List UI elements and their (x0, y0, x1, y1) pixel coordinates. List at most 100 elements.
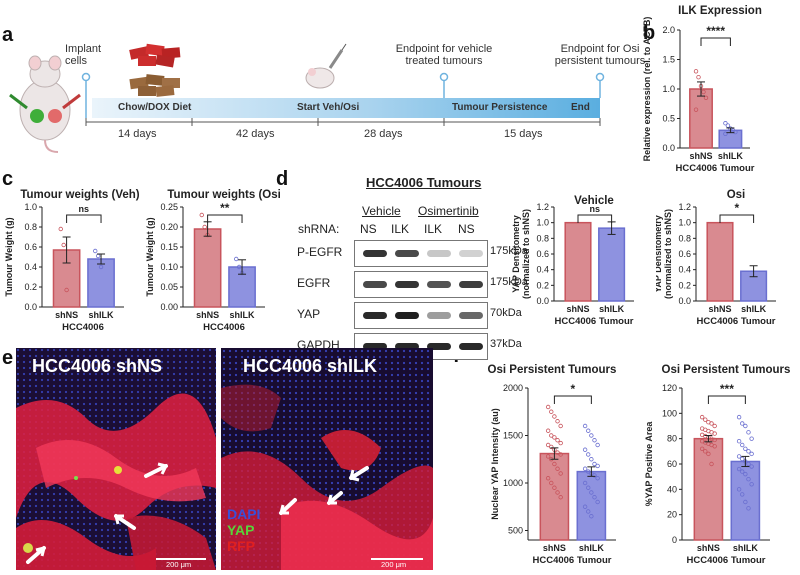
data-point (552, 485, 557, 490)
data-point (712, 444, 717, 449)
y-axis-label: Nuclear YAP Intensity (au) (490, 408, 500, 519)
scalebar-text-shilk: 200 μm (381, 560, 407, 569)
data-point (558, 495, 563, 500)
data-point (555, 438, 560, 443)
data-point (743, 471, 748, 477)
blot-kda-label: 37kDa (490, 338, 522, 350)
y-tick-label: 20 (667, 510, 677, 520)
x-axis-label: HCC4006 Tumour (686, 555, 765, 566)
chart-yap-vehicle: Vehicle 0.0 0.2 0.4 0.6 0.8 1.0 1.2 YAP Densitom… (512, 195, 634, 327)
data-point (592, 473, 597, 478)
data-point (709, 461, 714, 467)
data-point (545, 476, 551, 481)
significance-bracket (66, 214, 102, 223)
x-tick-label: shNS (196, 310, 219, 320)
chart-tumour-weights-veh: Tumour weights (Veh) 0.0 0.2 0.4 0.6 0.8 1.0 Tu… (4, 189, 140, 333)
data-point (701, 89, 706, 95)
implant-cells-label: Implant cells (65, 43, 102, 67)
data-point (555, 466, 560, 471)
panel-label-e: e (2, 347, 14, 369)
data-point (595, 463, 600, 469)
data-point (549, 433, 554, 438)
blot-band (395, 312, 419, 319)
chart-title: Tumour weights (Osi) (167, 189, 280, 201)
data-point (199, 212, 204, 218)
data-point (558, 423, 563, 429)
data-point (723, 121, 728, 126)
data-point (98, 264, 104, 270)
data-point (740, 456, 745, 462)
blot-band (427, 312, 451, 319)
group-osimertinib-label: Osimertinib (418, 204, 479, 218)
microscopy-shilk (221, 348, 433, 570)
bar-shILK (87, 258, 115, 308)
data-point (595, 476, 600, 481)
data-point (589, 514, 594, 519)
blot-kda-label: 175kDa (490, 276, 528, 288)
y-tick-label: 1.0 (24, 202, 37, 212)
y-tick-label: 40 (667, 484, 677, 494)
panel-label-b: b (643, 22, 656, 44)
data-point (582, 504, 588, 509)
data-point (696, 74, 701, 80)
data-point (555, 419, 560, 424)
blot-band (459, 312, 483, 319)
chart-yap-osi: Osi 0.0 0.2 0.4 0.6 0.8 1.0 1.2 YAP Densitometry… (656, 189, 776, 327)
blot-row-label: EGFR (297, 276, 331, 290)
y-tick-label: 0.0 (24, 302, 37, 312)
data-point (61, 242, 66, 248)
y-tick-label: 0.20 (160, 222, 178, 232)
group-vehicle-label: Vehicle (362, 204, 401, 218)
data-point (736, 487, 742, 492)
blot-band (395, 250, 419, 257)
bar-shNS (193, 228, 222, 308)
y-tick-label: 0.5 (662, 114, 675, 124)
bar-shNS (706, 221, 734, 302)
significance-bracket (707, 395, 746, 404)
bar-shILK (576, 470, 607, 541)
y-tick-label: 0.2 (678, 280, 691, 290)
data-point (586, 509, 591, 514)
data-point (558, 440, 563, 446)
data-point (699, 414, 705, 420)
significance-label: * (571, 382, 576, 396)
y-tick-label: 0.0 (662, 143, 675, 153)
data-point (740, 492, 745, 497)
data-point (693, 69, 699, 74)
data-point (743, 446, 748, 451)
diet-label: Chow/DOX Diet (118, 102, 192, 113)
x-axis-label: HCC4006 Tumour (675, 163, 754, 174)
blot-band (427, 343, 451, 350)
significance-bracket (719, 214, 755, 223)
blot-kda-label: 70kDa (490, 307, 522, 319)
data-point (595, 499, 600, 505)
data-point (592, 495, 597, 500)
y-axis-label: %YAP Positive Area (644, 421, 654, 507)
blot-strip (354, 240, 488, 267)
chart-title: Vehicle (574, 195, 614, 207)
significance-bracket (553, 395, 592, 404)
data-point (558, 452, 563, 457)
channel-legend: DAPI YAP RFP (227, 506, 260, 554)
blot-band (395, 343, 419, 350)
y-tick-label: 1.5 (662, 55, 675, 65)
lane-label-3: ILK (424, 222, 443, 236)
y-tick-label: 80 (667, 434, 677, 444)
data-point (589, 490, 594, 495)
data-point (736, 438, 742, 444)
chart-ilk-expression: ILK Expression 0.0 0.5 1.0 1.5 2.0 Relative ex… (642, 5, 762, 174)
y-tick-label: 0.0 (536, 296, 549, 306)
data-point (733, 129, 738, 135)
data-point (736, 414, 742, 420)
data-point (555, 450, 560, 455)
data-point (693, 107, 699, 112)
blot-strip (354, 271, 488, 298)
x-tick-label: shILK (579, 543, 605, 553)
y-tick-label: 0.4 (678, 265, 691, 275)
y-tick-label: 1.2 (678, 202, 691, 212)
data-point (723, 131, 728, 137)
image-label-shilk: HCC4006 shILK (243, 356, 378, 376)
bar-shNS (693, 437, 724, 541)
data-point (545, 428, 551, 433)
blot-row-label: YAP (297, 307, 321, 321)
